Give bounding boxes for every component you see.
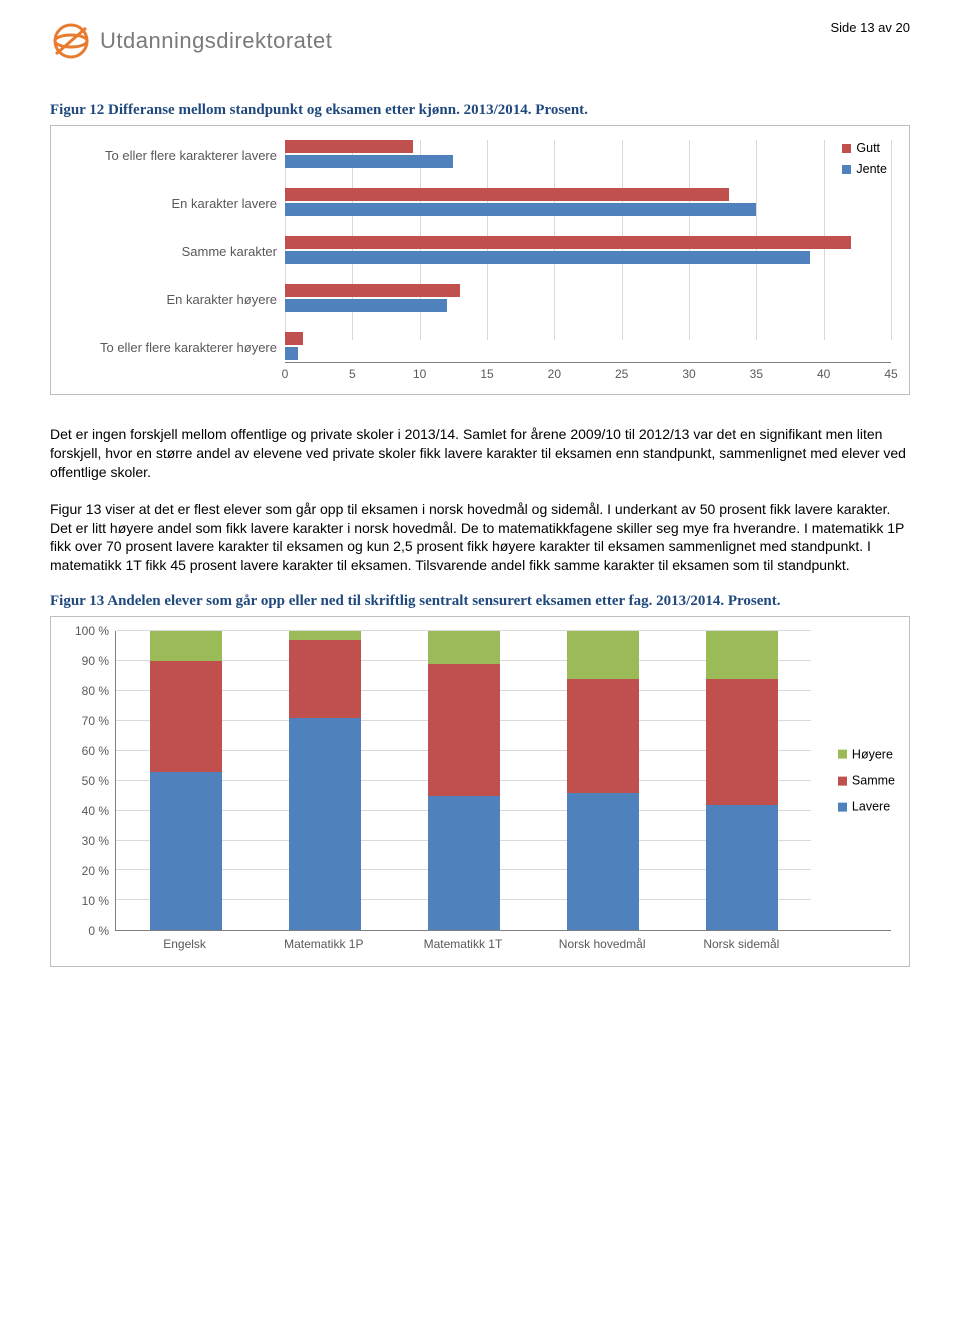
legend-item: Lavere [838, 794, 895, 820]
stacked-bar [150, 631, 222, 930]
bar-segment-hoyere [428, 631, 500, 664]
hbar-row: En karakter lavere [65, 188, 891, 218]
hbar-row: Samme karakter [65, 236, 891, 266]
hbar-category-label: To eller flere karakterer høyere [65, 340, 285, 355]
y-tick-label: 0 % [88, 924, 109, 938]
bar-segment-hoyere [567, 631, 639, 679]
bar-segment-hoyere [289, 631, 361, 640]
bar-gutt [285, 140, 413, 153]
stacked-bar [428, 631, 500, 930]
figure12-chart: GuttJente To eller flere karakterer lave… [50, 125, 910, 395]
bar-segment-samme [289, 640, 361, 718]
figure13-title: Figur 13 Andelen elever som går opp elle… [50, 593, 910, 610]
x-category-label: Norsk sidemål [691, 937, 791, 952]
y-tick-label: 50 % [82, 774, 109, 788]
legend-item: Høyere [838, 741, 895, 767]
figure12-title: Figur 12 Differanse mellom standpunkt og… [50, 102, 910, 119]
bar-segment-lavere [567, 793, 639, 931]
stacked-bar [706, 631, 778, 930]
bar-segment-samme [567, 679, 639, 793]
x-tick-label: 0 [282, 363, 289, 381]
x-tick-label: 40 [817, 363, 830, 381]
y-tick-label: 20 % [82, 864, 109, 878]
x-tick-label: 20 [548, 363, 561, 381]
page-number: Side 13 av 20 [830, 20, 910, 35]
x-category-label: Engelsk [135, 937, 235, 952]
org-logo: Utdanningsdirektoratet [50, 20, 332, 62]
x-category-label: Norsk hovedmål [552, 937, 652, 952]
bar-jente [285, 347, 298, 360]
x-tick-label: 25 [615, 363, 628, 381]
bar-jente [285, 203, 756, 216]
bar-segment-samme [150, 661, 222, 772]
bar-segment-lavere [289, 718, 361, 930]
figure13-chart: 0 % 10 % 20 % 30 % 40 % 50 % 60 % 70 % 80 % 90 % 1… [50, 616, 910, 967]
y-tick-label: 90 % [82, 654, 109, 668]
hbar-row: To eller flere karakterer lavere [65, 140, 891, 170]
y-tick-label: 40 % [82, 804, 109, 818]
bar-segment-hoyere [150, 631, 222, 661]
hbar-category-label: En karakter høyere [65, 292, 285, 307]
hbar-category-label: To eller flere karakterer lavere [65, 148, 285, 163]
y-tick-label: 70 % [82, 714, 109, 728]
paragraph-1: Det er ingen forskjell mellom offentlige… [50, 425, 910, 482]
page-header: Utdanningsdirektoratet Side 13 av 20 [50, 20, 910, 62]
y-tick-label: 60 % [82, 744, 109, 758]
x-tick-label: 35 [750, 363, 763, 381]
bar-jente [285, 299, 447, 312]
x-tick-label: 30 [682, 363, 695, 381]
x-category-label: Matematikk 1P [274, 937, 374, 952]
x-category-label: Matematikk 1T [413, 937, 513, 952]
logo-icon [50, 20, 92, 62]
bar-segment-samme [706, 679, 778, 805]
x-tick-label: 45 [884, 363, 897, 381]
bar-segment-lavere [706, 805, 778, 931]
bar-jente [285, 251, 810, 264]
bar-jente [285, 155, 453, 168]
y-tick-label: 100 % [75, 624, 109, 638]
x-tick-label: 10 [413, 363, 426, 381]
y-tick-label: 80 % [82, 684, 109, 698]
hbar-row: En karakter høyere [65, 284, 891, 314]
bar-segment-lavere [150, 772, 222, 930]
bar-gutt [285, 284, 460, 297]
hbar-category-label: En karakter lavere [65, 196, 285, 211]
bar-segment-hoyere [706, 631, 778, 679]
figure13-legend: HøyereSammeLavere [838, 741, 895, 820]
stacked-bar [567, 631, 639, 930]
x-tick-label: 15 [480, 363, 493, 381]
bar-segment-samme [428, 664, 500, 796]
y-tick-label: 10 % [82, 894, 109, 908]
paragraph-2: Figur 13 viser at det er flest elever so… [50, 500, 910, 576]
stacked-bar [289, 631, 361, 930]
legend-item: Samme [838, 768, 895, 794]
x-tick-label: 5 [349, 363, 356, 381]
hbar-row: To eller flere karakterer høyere [65, 332, 891, 362]
y-tick-label: 30 % [82, 834, 109, 848]
hbar-category-label: Samme karakter [65, 244, 285, 259]
org-name: Utdanningsdirektoratet [100, 28, 332, 54]
bar-gutt [285, 236, 851, 249]
bar-segment-lavere [428, 796, 500, 931]
bar-gutt [285, 332, 303, 345]
bar-gutt [285, 188, 729, 201]
